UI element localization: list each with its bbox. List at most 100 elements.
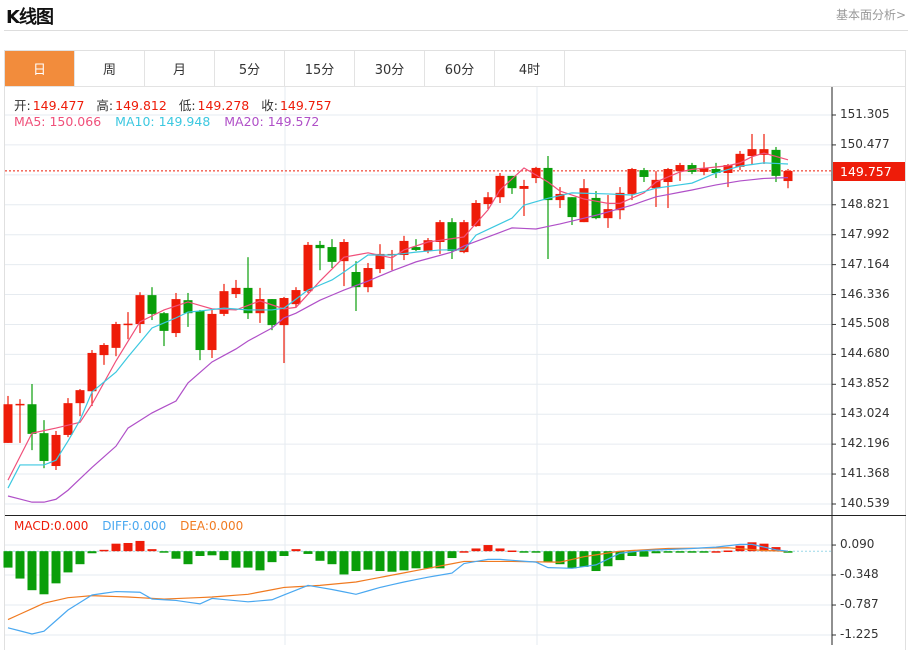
candle-down (447, 222, 457, 252)
tab-week[interactable]: 周 (75, 51, 145, 86)
candle-up (747, 149, 757, 157)
macd-bar (75, 551, 85, 565)
candle-down (639, 170, 649, 177)
axis-label: -1.225 (840, 626, 879, 641)
tab-60min[interactable]: 60分 (425, 51, 495, 86)
macd-bar (63, 551, 73, 573)
candle-up (495, 175, 505, 198)
candle-down (411, 247, 421, 250)
macd-bar (147, 549, 157, 552)
axis-label: 141.368 (840, 466, 890, 481)
macd-bar (531, 551, 541, 553)
macd-bar (15, 551, 25, 579)
divider (4, 30, 908, 31)
axis-label: 145.508 (840, 316, 890, 331)
axis-label: 151.305 (840, 107, 890, 121)
macd-bar (555, 551, 565, 565)
macd-bar (651, 551, 661, 554)
candle-up (435, 222, 445, 243)
axis-label: 147.164 (840, 256, 890, 271)
candle-up (651, 179, 661, 189)
macd-bar (363, 551, 373, 570)
close-value: 149.757 (279, 98, 332, 113)
axis-label: 146.336 (840, 286, 890, 301)
tab-30min[interactable]: 30分 (355, 51, 425, 86)
macd-bar (3, 551, 13, 568)
candle-up (399, 240, 409, 256)
candle-up (63, 403, 73, 435)
candle-down (327, 247, 337, 262)
macd-bar (519, 551, 529, 553)
axis-label: 148.821 (840, 196, 890, 211)
tab-month[interactable]: 月 (145, 51, 215, 86)
macd-bar (255, 551, 265, 571)
macd-bar (711, 551, 721, 553)
axis-label: 143.024 (840, 406, 890, 421)
axis-label: 142.196 (840, 436, 890, 451)
chart-container (4, 50, 906, 650)
candle-up (207, 313, 217, 351)
dea-line (7, 547, 789, 621)
open-label: 开: (14, 98, 31, 113)
axis-label: -0.348 (840, 567, 879, 581)
candle-up (51, 434, 61, 467)
ma10-value: MA10: 149.948 (115, 114, 211, 129)
candle-up (75, 390, 85, 404)
macd-bar (99, 549, 109, 552)
macd-value: MACD:0.000 (14, 519, 89, 533)
period-tabs: 日 周 月 5分 15分 30分 60分 4时 (5, 51, 905, 87)
candle-up (483, 197, 493, 205)
macd-bar (39, 551, 49, 595)
macd-bar (111, 543, 121, 552)
tab-5min[interactable]: 5分 (215, 51, 285, 86)
candle-up (123, 323, 133, 326)
candle-up (339, 242, 349, 262)
axis-label: 144.680 (840, 346, 890, 361)
candle-down (567, 197, 577, 218)
macd-bar (507, 550, 517, 553)
macd-bar (279, 551, 289, 556)
axis-label: 140.539 (840, 496, 890, 510)
candle-up (363, 268, 373, 288)
macd-bar (447, 551, 457, 559)
macd-bar (399, 551, 409, 571)
candle-down (315, 244, 325, 249)
macd-bar (27, 551, 37, 591)
macd-bar (51, 551, 61, 584)
ma20-line (7, 177, 789, 503)
candle-down (267, 299, 277, 326)
tab-day[interactable]: 日 (5, 51, 75, 86)
macd-bar (591, 551, 601, 572)
candle-up (579, 188, 589, 223)
tab-4hour[interactable]: 4时 (495, 51, 565, 86)
axis-label: 150.477 (840, 136, 890, 151)
candle-up (615, 192, 625, 211)
ohlc-legend: 开: 149.477 高: 149.812 低: 149.278 收: 149.757 (14, 95, 334, 114)
close-label: 收: (261, 98, 278, 113)
candle-up (99, 344, 109, 356)
macd-bar (579, 551, 589, 567)
macd-bar (699, 551, 709, 553)
macd-bar (663, 551, 673, 553)
candle-up (423, 240, 433, 252)
macd-bar (483, 545, 493, 552)
macd-bar (387, 551, 397, 572)
candle-down (351, 271, 361, 288)
macd-bar (627, 551, 637, 556)
candle-down (543, 167, 553, 201)
macd-bar (315, 551, 325, 561)
macd-bar (495, 548, 505, 552)
candle-up (603, 209, 613, 219)
page-title: K线图 (6, 7, 54, 28)
candle-up (735, 153, 745, 167)
candle-up (375, 253, 385, 270)
macd-bar (195, 551, 205, 556)
tab-15min[interactable]: 15分 (285, 51, 355, 86)
candle-up (15, 403, 25, 406)
fundamental-analysis-link[interactable]: 基本面分析> (835, 8, 906, 22)
macd-bar (771, 547, 781, 552)
candle-up (291, 290, 301, 305)
axis-label: -0.787 (840, 597, 879, 612)
macd-bar (339, 551, 349, 575)
